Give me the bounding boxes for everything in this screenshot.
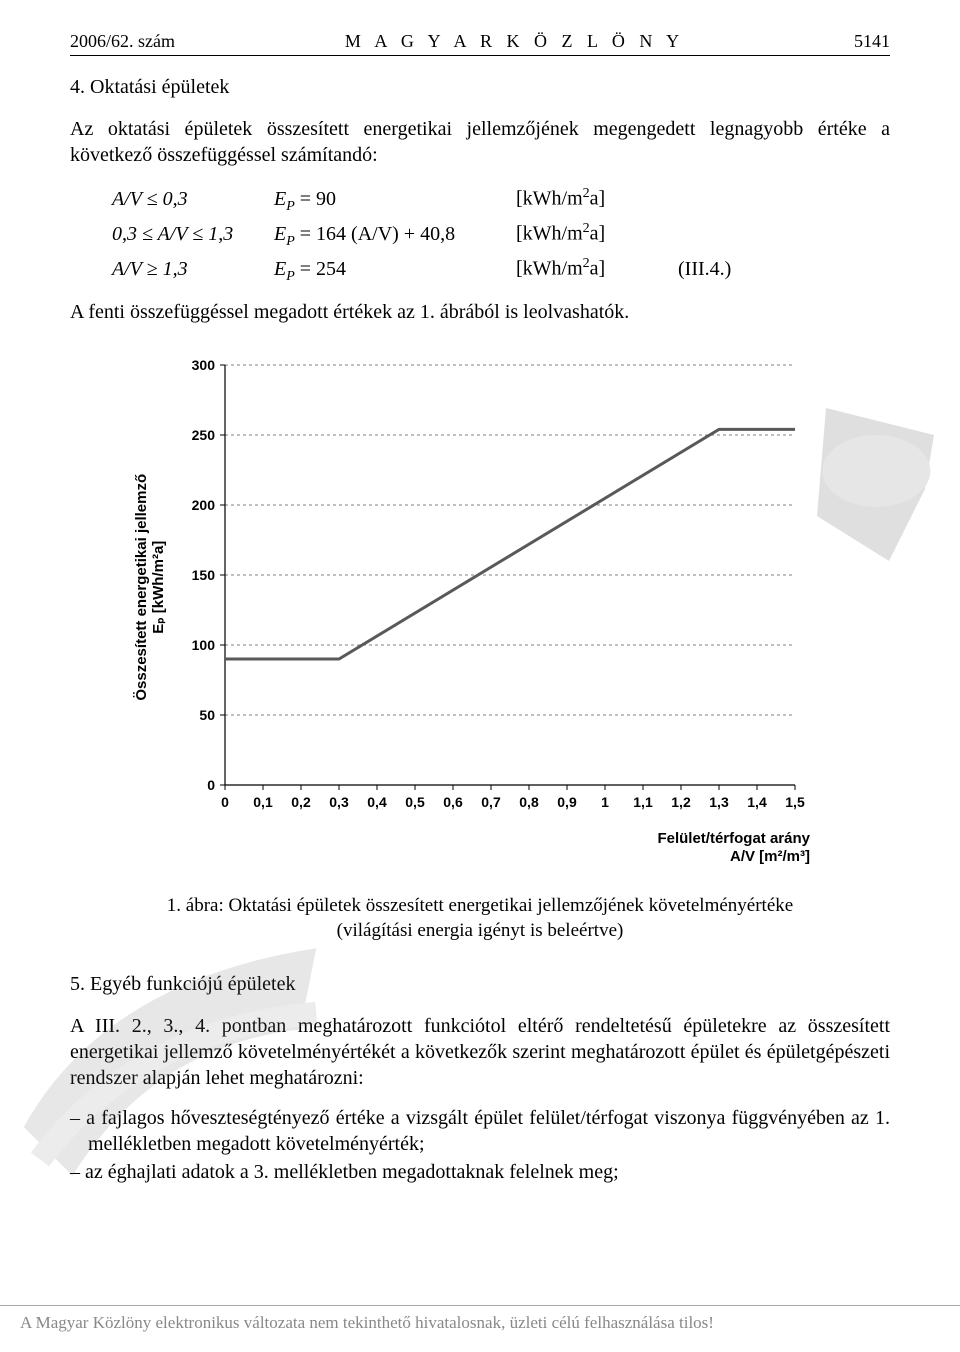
chart-block: Összesített energetikai jellemző Eₚ [kWh… bbox=[130, 355, 830, 866]
x-tick-label: 0,5 bbox=[405, 794, 425, 810]
x-tick-label: 1,5 bbox=[785, 794, 805, 810]
footer-disclaimer: A Magyar Közlöny elektronikus változata … bbox=[0, 1305, 960, 1334]
y-axis-label-wrap: Összesített energetikai jellemző Eₚ [kWh… bbox=[130, 355, 170, 820]
section5-title: 5. Egyéb funkciójú épületek bbox=[70, 971, 890, 997]
formula-unit: [kWh/m2a] bbox=[516, 184, 676, 217]
formula-row: A/V ≥ 1,3EP = 254[kWh/m2a](III.4.) bbox=[112, 254, 768, 287]
formula-row: A/V ≤ 0,3EP = 90[kWh/m2a] bbox=[112, 184, 768, 217]
x-tick-label: 0,3 bbox=[329, 794, 349, 810]
x-tick-label: 1,4 bbox=[747, 794, 767, 810]
page: 2006/62. szám M A G Y A R K Ö Z L Ö N Y … bbox=[0, 0, 960, 1352]
list-item: – a fajlagos hőveszteségtényező értéke a… bbox=[70, 1105, 890, 1157]
x-tick-label: 0,6 bbox=[443, 794, 463, 810]
header-left: 2006/62. szám bbox=[70, 30, 175, 53]
figure-caption: 1. ábra: Oktatási épületek összesített e… bbox=[70, 894, 890, 943]
y-tick-label: 0 bbox=[207, 777, 215, 793]
formula-ref: (III.4.) bbox=[678, 254, 768, 287]
formula-ref bbox=[678, 184, 768, 217]
header-right: 5141 bbox=[854, 30, 890, 53]
x-tick-label: 1,3 bbox=[709, 794, 729, 810]
x-tick-label: 0,9 bbox=[557, 794, 577, 810]
xlabel-line1: Felület/térfogat arány bbox=[657, 830, 810, 847]
formula-row: 0,3 ≤ A/V ≤ 1,3EP = 164 (A/V) + 40,8[kWh… bbox=[112, 219, 768, 252]
formula-unit: [kWh/m2a] bbox=[516, 219, 676, 252]
header-center: M A G Y A R K Ö Z L Ö N Y bbox=[345, 30, 684, 53]
chart-area: Összesített energetikai jellemző Eₚ [kWh… bbox=[130, 355, 830, 820]
section5-list: – a fajlagos hőveszteségtényező értéke a… bbox=[70, 1105, 890, 1185]
y-tick-label: 300 bbox=[192, 357, 216, 373]
x-tick-label: 0,7 bbox=[481, 794, 501, 810]
formula-condition: 0,3 ≤ A/V ≤ 1,3 bbox=[112, 219, 272, 252]
formula-equation: EP = 254 bbox=[274, 254, 514, 287]
y-tick-label: 100 bbox=[192, 637, 216, 653]
x-tick-label: 0,8 bbox=[519, 794, 539, 810]
x-tick-label: 1,2 bbox=[671, 794, 691, 810]
section5-para: A III. 2., 3., 4. pontban meghatározott … bbox=[70, 1013, 890, 1091]
x-tick-label: 0 bbox=[221, 794, 229, 810]
section4-note: A fenti összefüggéssel megadott értékek … bbox=[70, 299, 890, 325]
y-tick-label: 250 bbox=[192, 427, 216, 443]
formula-table: A/V ≤ 0,3EP = 90[kWh/m2a]0,3 ≤ A/V ≤ 1,3… bbox=[110, 182, 770, 289]
formula-condition: A/V ≥ 1,3 bbox=[112, 254, 272, 287]
formula-condition: A/V ≤ 0,3 bbox=[112, 184, 272, 217]
x-tick-label: 0,2 bbox=[291, 794, 311, 810]
formula-equation: EP = 164 (A/V) + 40,8 bbox=[274, 219, 514, 252]
caption-line1: 1. ábra: Oktatási épületek összesített e… bbox=[167, 895, 793, 916]
running-header: 2006/62. szám M A G Y A R K Ö Z L Ö N Y … bbox=[70, 30, 890, 56]
formula-ref bbox=[678, 219, 768, 252]
section4-intro: Az oktatási épületek összesített energet… bbox=[70, 116, 890, 168]
x-tick-label: 0,1 bbox=[253, 794, 273, 810]
list-item: – az éghajlati adatok a 3. mellékletben … bbox=[70, 1159, 890, 1185]
y-tick-label: 150 bbox=[192, 567, 216, 583]
formula-equation: EP = 90 bbox=[274, 184, 514, 217]
x-tick-label: 1 bbox=[601, 794, 609, 810]
line-chart: 0 50 100 150 200 250 300 0 0,1 0,2 0,3 0,4 0,5 0,6 0,7… bbox=[170, 355, 805, 820]
y-axis-label: Összesített energetikai jellemző Eₚ [kWh… bbox=[133, 474, 168, 701]
x-tick-label: 1,1 bbox=[633, 794, 653, 810]
y-tick-label: 50 bbox=[199, 707, 215, 723]
x-tick-label: 0,4 bbox=[367, 794, 387, 810]
section4-title: 4. Oktatási épületek bbox=[70, 74, 890, 100]
y-tick-label: 200 bbox=[192, 497, 216, 513]
ylabel-line1: Összesített energetikai jellemző bbox=[133, 474, 150, 701]
caption-line2: (világítási energia igényt is beleértve) bbox=[337, 920, 624, 941]
x-axis-label: Felület/térfogat arány A/V [m²/m³] bbox=[130, 830, 830, 866]
ylabel-line2: Eₚ [kWh/m²a] bbox=[150, 541, 167, 634]
formula-unit: [kWh/m2a] bbox=[516, 254, 676, 287]
xlabel-line2: A/V [m²/m³] bbox=[730, 848, 810, 865]
